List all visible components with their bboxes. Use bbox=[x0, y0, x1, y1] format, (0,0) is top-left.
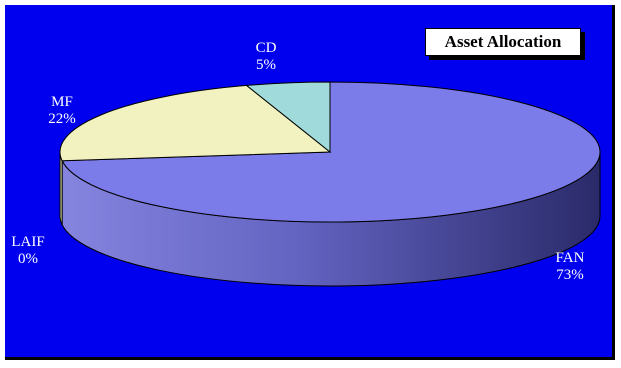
pie-slice-fan bbox=[61, 81, 601, 223]
slice-label-mf: MF 22% bbox=[48, 94, 76, 127]
slice-label-laif: LAIF 0% bbox=[11, 234, 44, 267]
chart-frame bbox=[5, 5, 615, 360]
pie-slice-mf bbox=[59, 84, 332, 162]
chart-title: Asset Allocation bbox=[425, 28, 581, 56]
title-box: Asset Allocation bbox=[425, 28, 585, 60]
pie-slice-cd bbox=[245, 81, 331, 154]
slice-label-cd: CD 5% bbox=[256, 40, 277, 73]
slice-label-fan: FAN 73% bbox=[556, 250, 585, 283]
